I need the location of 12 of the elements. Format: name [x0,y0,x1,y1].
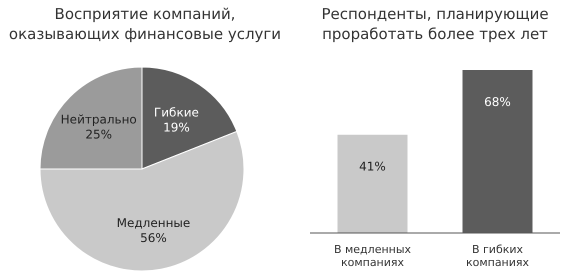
slice-label: Медленные [116,216,190,230]
data-label: 41% [359,160,386,174]
chart-title: Респонденты, планирующие проработать более трех лет [320,4,550,45]
slice-label: Гибкие [154,105,199,120]
x-tick-label: В гибких компаниях [466,243,530,269]
data-label: 68% [484,95,511,109]
data-label: 56% [140,231,167,246]
data-label: 19% [163,120,190,134]
data-label: 25% [85,128,112,142]
x-tick-label: В медленных компаниях [334,243,412,269]
chart-title: Восприятие компаний, оказывающих финансовые услуги [8,4,282,45]
slice-label: Нейтрально [60,112,137,127]
